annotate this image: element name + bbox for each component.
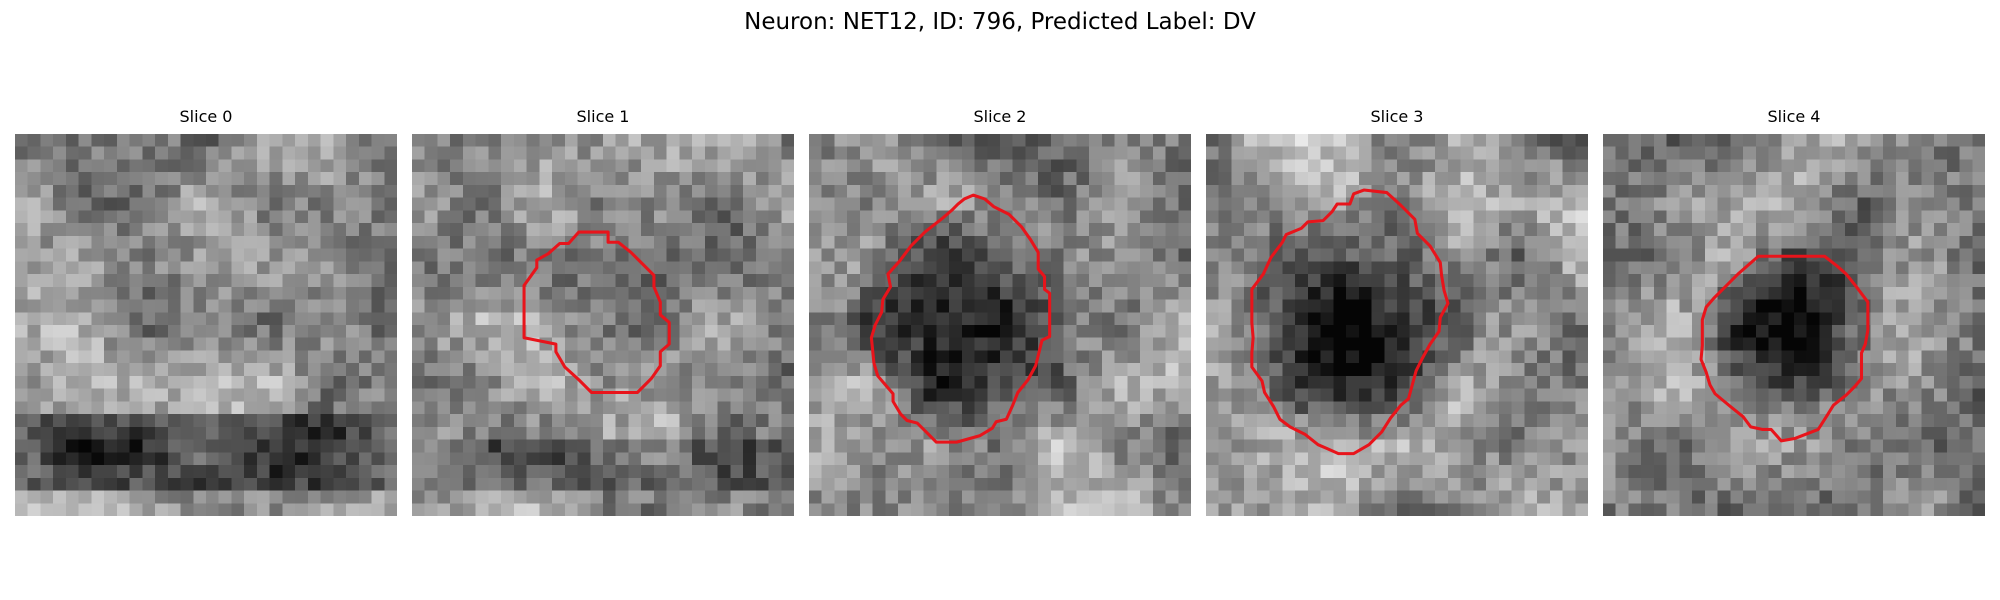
slice-panel-1: Slice 1 [412,106,794,516]
slice-panel-4: Slice 4 [1603,106,1985,516]
roi-contour [1699,254,1870,443]
slice-image [1206,134,1588,516]
slice-panel-0: Slice 0 [15,106,397,516]
pixel-grid [412,134,794,516]
slice-image [1603,134,1985,516]
slice-panel-2: Slice 2 [809,106,1191,516]
slice-title: Slice 1 [576,107,630,126]
slice-image [15,134,397,516]
slice-image [809,134,1191,516]
pixel-grid [1603,134,1985,516]
roi-contour [869,193,1052,444]
slice-title: Slice 2 [973,107,1027,126]
roi-contour [1250,188,1450,456]
slice-image [412,134,794,516]
slice-panel-3: Slice 3 [1206,106,1588,516]
slice-title: Slice 0 [179,107,233,126]
roi-contour [522,230,671,395]
figure-title: Neuron: NET12, ID: 796, Predicted Label:… [744,9,1256,35]
pixel-grid [809,134,1191,516]
pixel-grid [1206,134,1588,516]
pixel-grid [15,134,397,516]
slice-title: Slice 3 [1370,107,1424,126]
slice-title: Slice 4 [1767,107,1821,126]
